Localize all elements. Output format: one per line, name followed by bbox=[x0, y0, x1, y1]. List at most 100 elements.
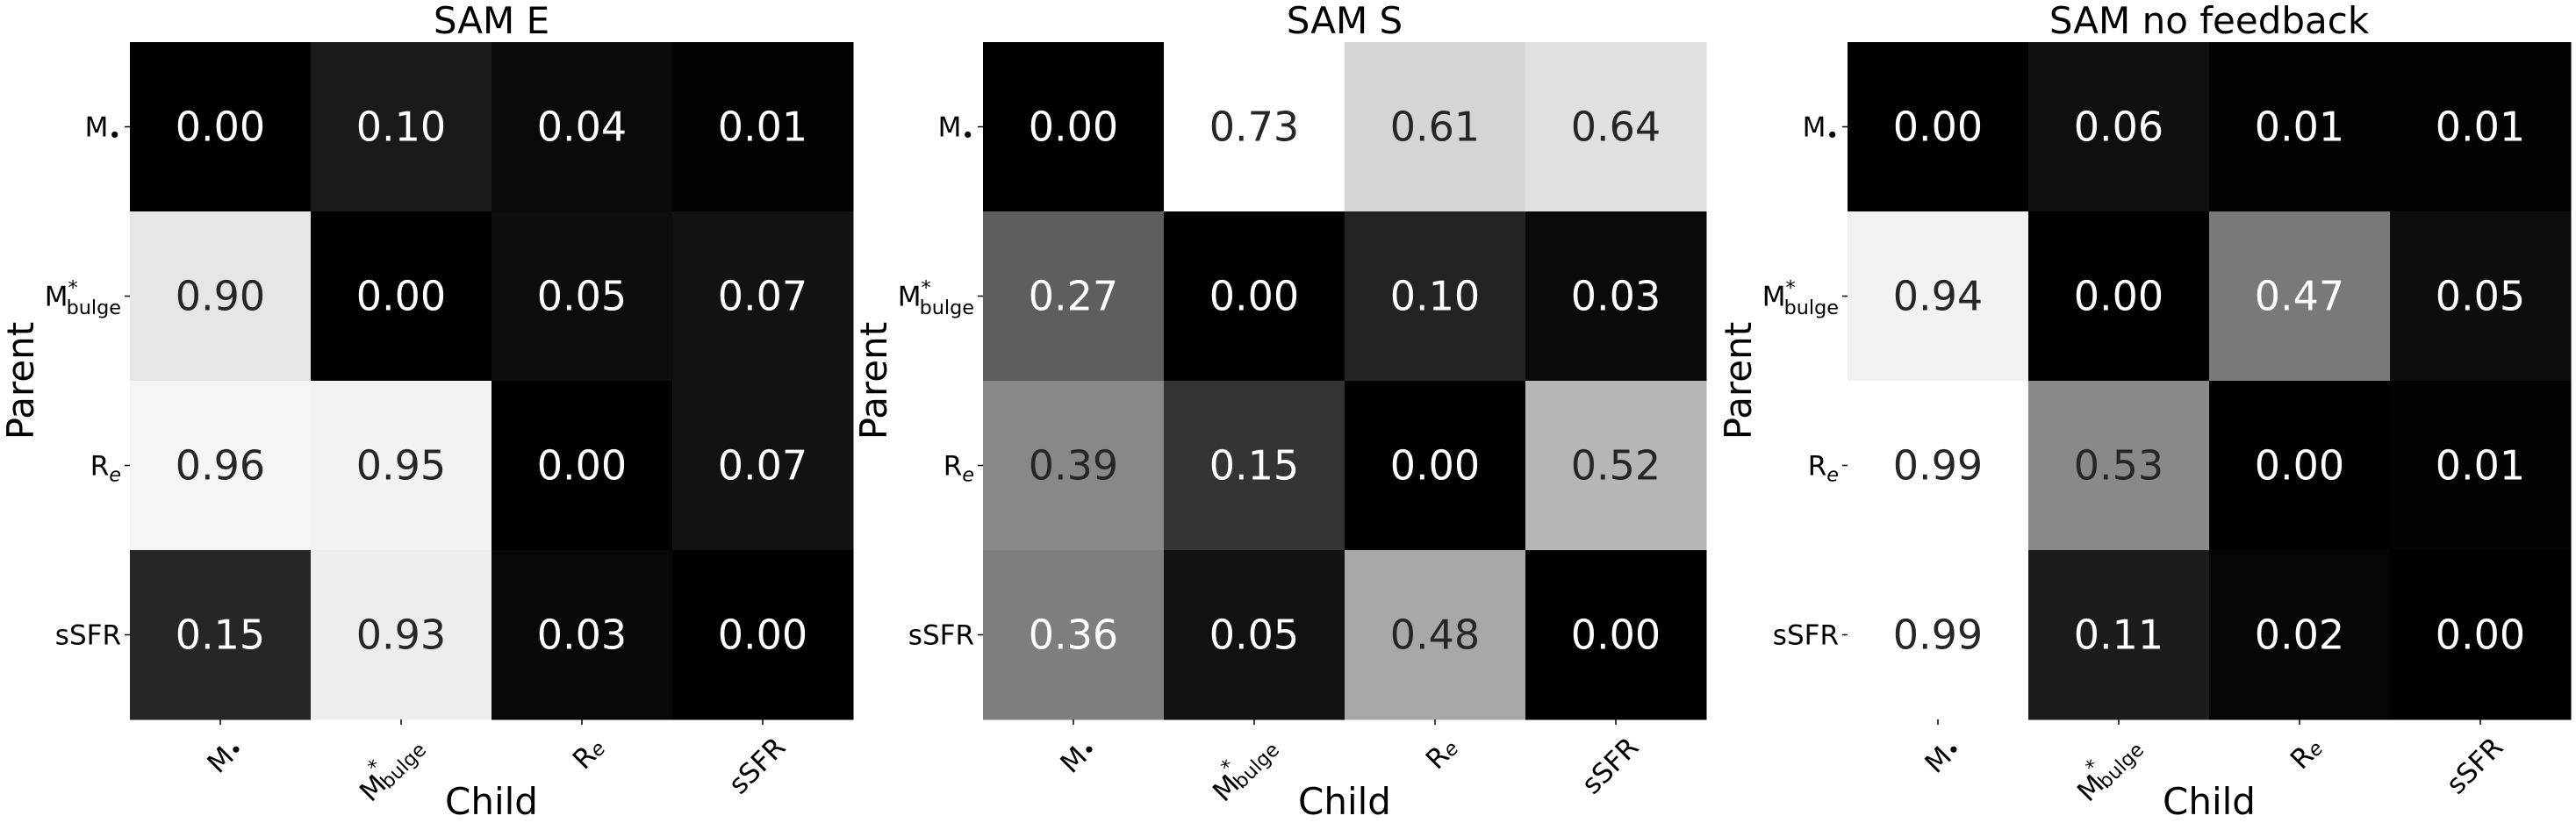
x-axis-label: Child bbox=[1298, 780, 1391, 823]
heatmap-cell bbox=[1164, 381, 1345, 551]
x-axis-label: Child bbox=[2163, 780, 2256, 823]
heatmap-cell bbox=[311, 42, 492, 212]
heatmap-cell bbox=[983, 211, 1165, 382]
x-tick-label: M• bbox=[1919, 732, 1968, 780]
y-tick-label: sSFR bbox=[55, 620, 121, 652]
heatmap-cell bbox=[1345, 211, 1526, 382]
x-tick-label: Re bbox=[1420, 732, 1464, 776]
y-tick-label: M• bbox=[1803, 112, 1839, 148]
cell-value-label: 0.07 bbox=[718, 273, 807, 320]
cell-value-label: 0.01 bbox=[718, 104, 807, 151]
heatmap-cell bbox=[492, 550, 673, 720]
heatmap-cell bbox=[311, 381, 492, 551]
cell-value-label: 0.05 bbox=[537, 273, 627, 320]
heatmap-cell bbox=[1525, 381, 1707, 551]
cell-value-label: 0.15 bbox=[176, 612, 265, 659]
y-tick-label: Re bbox=[90, 451, 121, 487]
heatmap-cell bbox=[2209, 381, 2391, 551]
cell-value-label: 0.10 bbox=[356, 104, 446, 151]
heatmap-cell bbox=[2209, 550, 2391, 720]
cell-value-label: 0.03 bbox=[1571, 273, 1661, 320]
cell-value-label: 0.96 bbox=[176, 442, 265, 490]
y-tick-label: M• bbox=[938, 112, 974, 148]
cell-value-label: 0.93 bbox=[356, 612, 446, 659]
cell-value-label: 0.02 bbox=[2255, 612, 2344, 659]
y-tick-label: Re bbox=[944, 451, 974, 487]
cell-value-label: 0.99 bbox=[1893, 442, 1983, 490]
cell-value-label: 0.04 bbox=[537, 104, 627, 151]
y-tick-label: M• bbox=[85, 112, 121, 148]
heatmap-cell bbox=[1848, 211, 2029, 382]
cell-value-label: 0.00 bbox=[718, 612, 807, 659]
heatmap-cell bbox=[672, 211, 854, 382]
cell-value-label: 0.00 bbox=[1571, 612, 1661, 659]
cell-value-label: 0.53 bbox=[2074, 442, 2163, 490]
x-tick-label: M*bulge bbox=[347, 725, 431, 809]
heatmap-cell bbox=[2028, 381, 2210, 551]
heatmap-cell bbox=[130, 550, 312, 720]
heatmap-cell bbox=[1164, 550, 1345, 720]
cell-value-label: 0.07 bbox=[718, 442, 807, 490]
x-tick-label: M*bulge bbox=[2064, 725, 2149, 809]
cell-value-label: 0.52 bbox=[1571, 442, 1661, 490]
cell-value-label: 0.01 bbox=[2436, 442, 2525, 490]
cell-value-label: 0.00 bbox=[2436, 612, 2525, 659]
heatmap-cell bbox=[130, 42, 312, 212]
heatmap-cell bbox=[672, 381, 854, 551]
cell-value-label: 0.15 bbox=[1209, 442, 1299, 490]
heatmap-cell bbox=[1345, 550, 1526, 720]
cell-value-label: 0.00 bbox=[1893, 104, 1983, 151]
heatmap-cell bbox=[311, 550, 492, 720]
cell-value-label: 0.95 bbox=[356, 442, 446, 490]
heatmap-cell bbox=[983, 42, 1165, 212]
heatmap-cell bbox=[1848, 550, 2029, 720]
cell-value-label: 0.00 bbox=[356, 273, 446, 320]
heatmap-cell bbox=[492, 211, 673, 382]
cell-value-label: 0.48 bbox=[1390, 612, 1480, 659]
x-tick-label: Re bbox=[2285, 732, 2328, 776]
panel-title: SAM S bbox=[1287, 0, 1403, 42]
heatmap-cell bbox=[983, 550, 1165, 720]
x-tick-label: sSFR bbox=[1576, 732, 1646, 801]
heatmap-cell bbox=[672, 550, 854, 720]
cell-value-label: 0.00 bbox=[537, 442, 627, 490]
cell-value-label: 0.11 bbox=[2074, 612, 2163, 659]
heatmap-cell bbox=[492, 381, 673, 551]
heatmap-cell bbox=[1164, 42, 1345, 212]
y-tick-label: M* bulge bbox=[45, 276, 121, 318]
x-axis-label: Child bbox=[445, 780, 538, 823]
heatmap-cell bbox=[1848, 381, 2029, 551]
panel-title: SAM no feedback bbox=[2049, 0, 2370, 42]
x-tick-label: Re bbox=[567, 732, 611, 776]
heatmap-cell bbox=[2390, 550, 2572, 720]
heatmap-cell bbox=[2028, 42, 2210, 212]
cell-value-label: 0.00 bbox=[1029, 104, 1118, 151]
y-tick-label: sSFR bbox=[908, 620, 974, 652]
x-tick-label: M• bbox=[1055, 732, 1103, 780]
cell-value-label: 0.03 bbox=[537, 612, 627, 659]
heatmap-cell bbox=[1525, 550, 1707, 720]
heatmap-cell bbox=[1848, 42, 2029, 212]
heatmap-cell bbox=[2028, 550, 2210, 720]
cell-value-label: 0.01 bbox=[2436, 104, 2525, 151]
y-axis-label: Parent bbox=[0, 322, 42, 440]
cell-value-label: 0.00 bbox=[1209, 273, 1299, 320]
heatmap-panel-3: SAM no feedback 0.00 0.06 0.01 0.01 0.94 0.00 0… bbox=[1717, 0, 2572, 823]
cell-value-label: 0.05 bbox=[2436, 273, 2525, 320]
cell-value-label: 0.47 bbox=[2255, 273, 2344, 320]
heatmap-cell bbox=[311, 211, 492, 382]
heatmap-cell bbox=[2209, 42, 2391, 212]
y-tick-label: M* bulge bbox=[898, 276, 974, 318]
cell-value-label: 0.61 bbox=[1390, 104, 1480, 151]
heatmap-panel-2: SAM S 0.00 0.73 0.61 0.64 0.27 0.00 0.10 0.03 0.3… bbox=[852, 0, 1707, 823]
heatmap-cell bbox=[130, 381, 312, 551]
heatmap-cell bbox=[1345, 42, 1526, 212]
heatmap-cell bbox=[2390, 211, 2572, 382]
y-tick-label: M* bulge bbox=[1762, 276, 1839, 318]
heatmap-cell bbox=[1525, 42, 1707, 212]
cell-value-label: 0.00 bbox=[1390, 442, 1480, 490]
x-tick-label: M• bbox=[202, 732, 250, 780]
x-tick-label: sSFR bbox=[723, 732, 793, 801]
cell-value-label: 0.10 bbox=[1390, 273, 1480, 320]
